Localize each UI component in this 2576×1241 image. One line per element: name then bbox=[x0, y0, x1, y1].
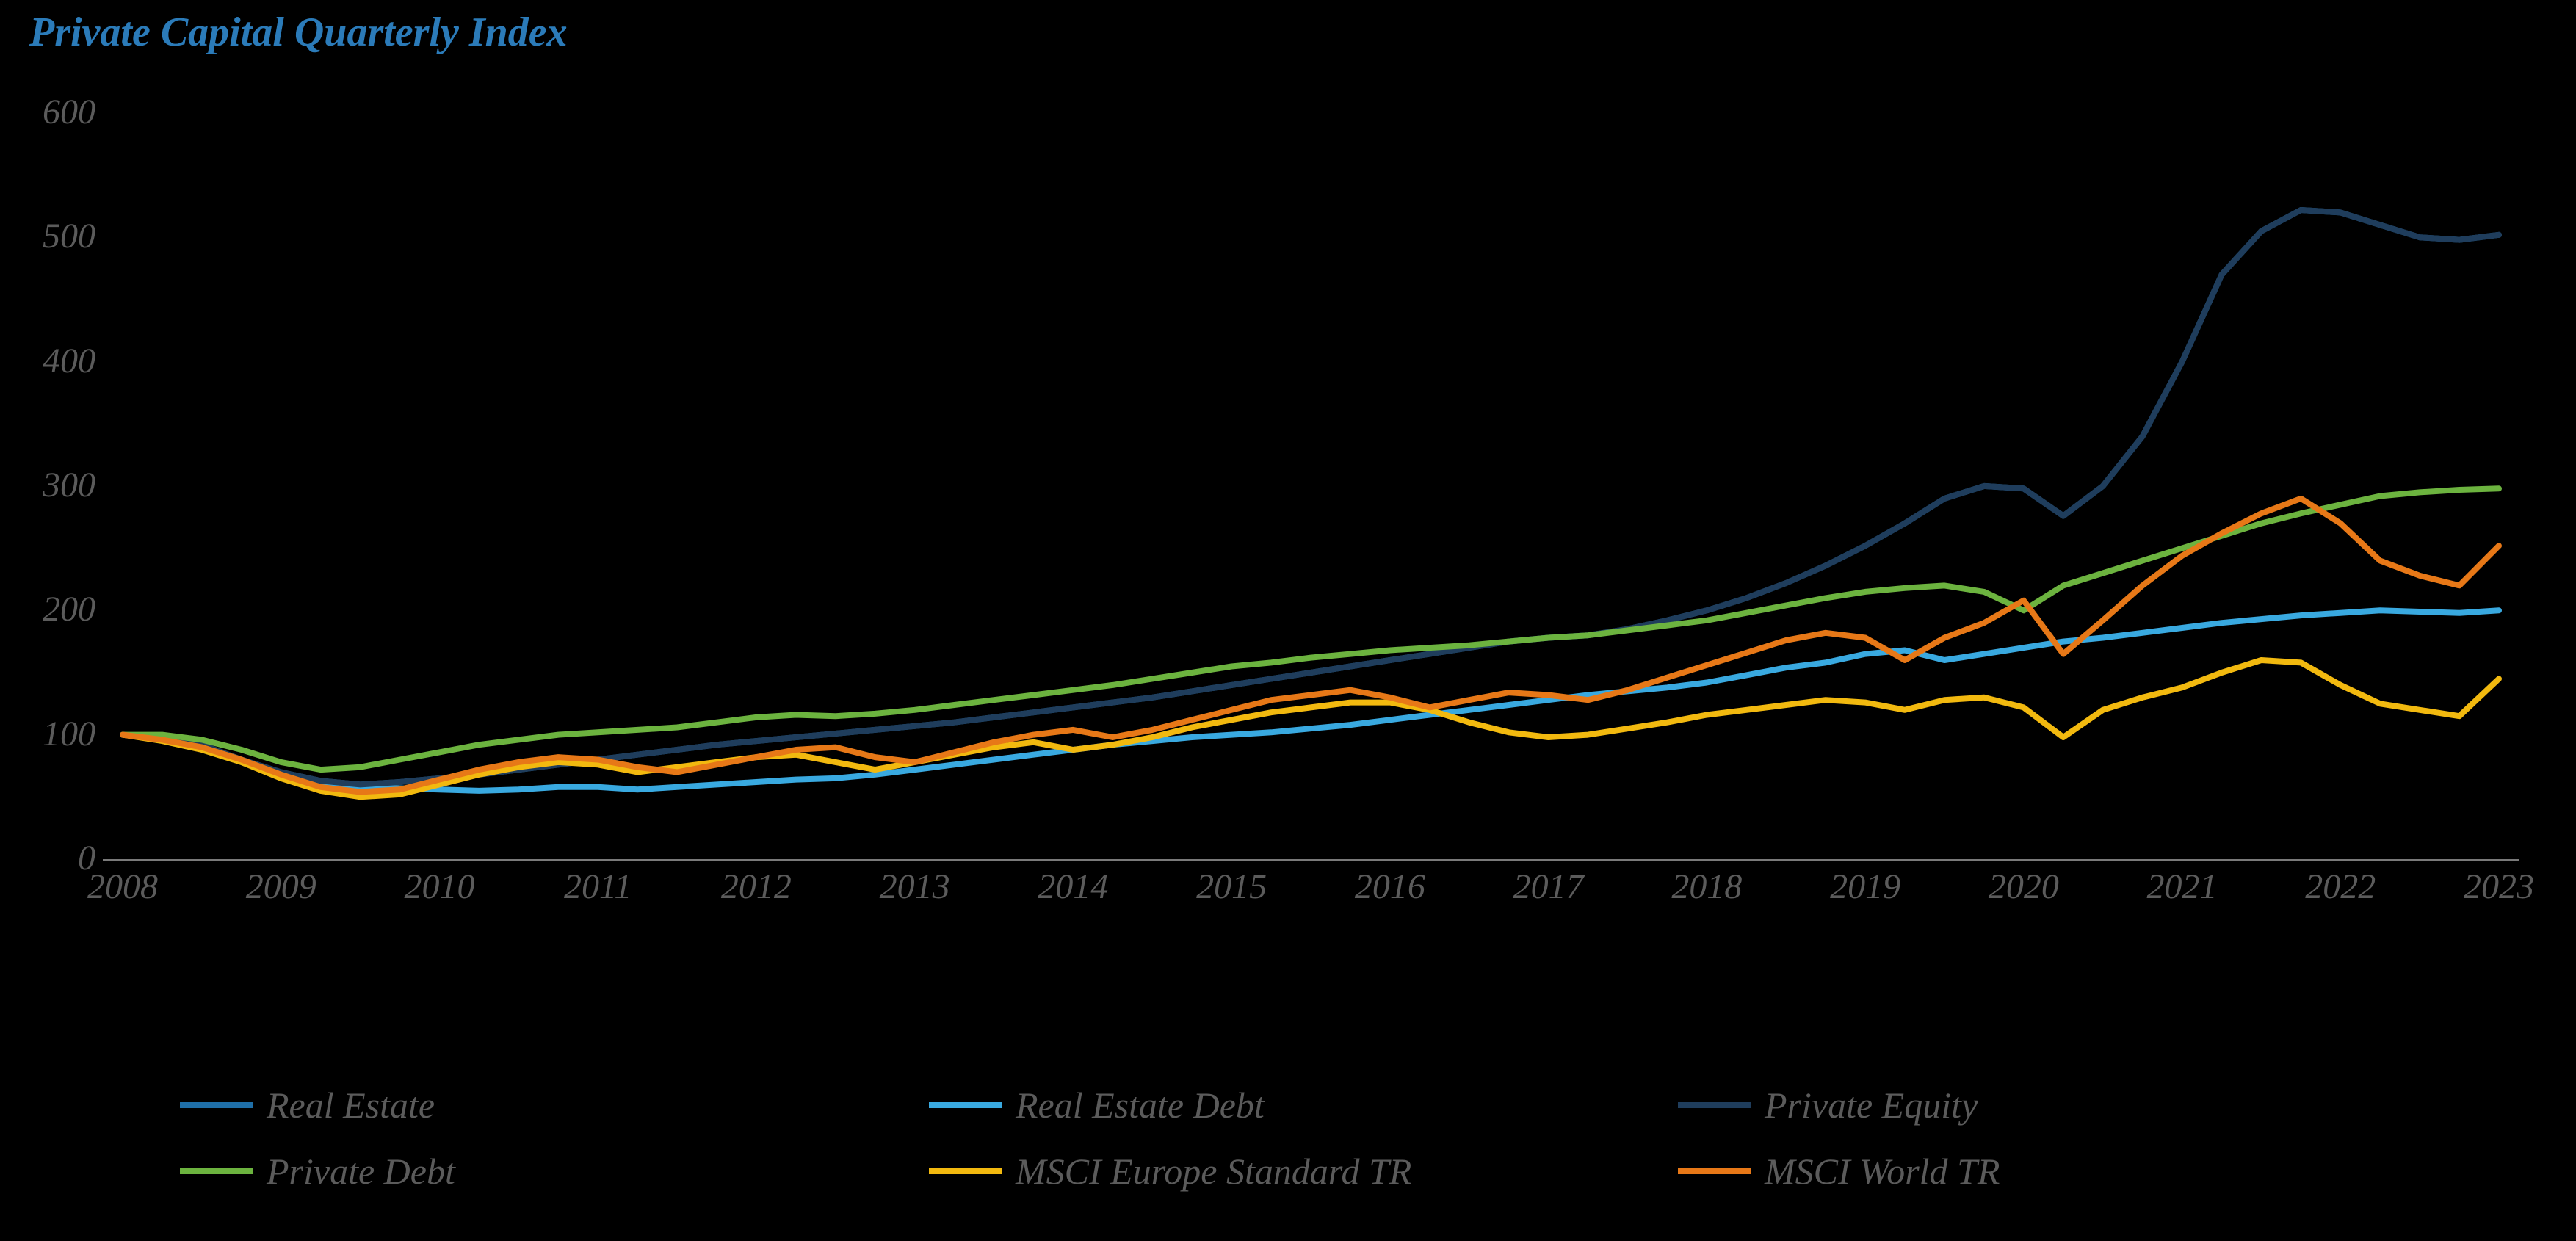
x-tick-label: 2016 bbox=[1339, 866, 1441, 907]
chart-title: Private Capital Quarterly Index bbox=[29, 9, 568, 56]
legend-item: Real Estate Debt bbox=[929, 1072, 1678, 1138]
legend-swatch bbox=[1678, 1168, 1751, 1174]
legend-label: Real Estate Debt bbox=[1016, 1084, 1265, 1126]
legend-swatch bbox=[180, 1168, 253, 1174]
y-tick-label: 300 bbox=[15, 465, 95, 505]
x-tick-label: 2014 bbox=[1021, 866, 1124, 907]
legend-swatch bbox=[929, 1168, 1002, 1174]
legend-item: Private Debt bbox=[180, 1138, 929, 1204]
plot-area bbox=[103, 88, 2519, 859]
x-tick-label: 2012 bbox=[705, 866, 808, 907]
legend-item: Real Estate bbox=[180, 1072, 929, 1138]
x-tick-label: 2010 bbox=[388, 866, 491, 907]
x-tick-label: 2009 bbox=[230, 866, 333, 907]
x-tick-label: 2018 bbox=[1655, 866, 1758, 907]
legend-item: MSCI Europe Standard TR bbox=[929, 1138, 1678, 1204]
x-tick-label: 2019 bbox=[1814, 866, 1917, 907]
y-tick-label: 600 bbox=[15, 92, 95, 132]
legend-label: MSCI Europe Standard TR bbox=[1016, 1150, 1411, 1193]
legend-label: Real Estate bbox=[267, 1084, 435, 1126]
x-tick-label: 2015 bbox=[1180, 866, 1283, 907]
legend-item: MSCI World TR bbox=[1678, 1138, 2427, 1204]
x-tick-label: 2023 bbox=[2447, 866, 2550, 907]
legend-label: Private Equity bbox=[1765, 1084, 1978, 1126]
x-tick-label: 2011 bbox=[546, 866, 649, 907]
x-tick-label: 2020 bbox=[1972, 866, 2075, 907]
x-tick-label: 2008 bbox=[71, 866, 174, 907]
y-tick-label: 400 bbox=[15, 341, 95, 381]
line-chart-svg bbox=[103, 88, 2519, 859]
legend-label: MSCI World TR bbox=[1765, 1150, 2000, 1193]
legend-swatch bbox=[1678, 1102, 1751, 1108]
x-tick-label: 2022 bbox=[2289, 866, 2392, 907]
y-tick-label: 100 bbox=[15, 714, 95, 754]
y-tick-label: 200 bbox=[15, 589, 95, 629]
legend-swatch bbox=[929, 1102, 1002, 1108]
series-line bbox=[123, 499, 2499, 792]
y-tick-label: 500 bbox=[15, 216, 95, 256]
chart-legend: Real Estate Real Estate Debt Private Equit… bbox=[180, 1072, 2530, 1204]
series-line bbox=[123, 610, 2499, 791]
x-tick-label: 2021 bbox=[2131, 866, 2234, 907]
legend-label: Private Debt bbox=[267, 1150, 455, 1193]
chart-container: Private Capital Quarterly Index 01002003… bbox=[0, 0, 2576, 1241]
x-tick-label: 2013 bbox=[864, 866, 966, 907]
legend-swatch bbox=[180, 1102, 253, 1108]
legend-item: Private Equity bbox=[1678, 1072, 2427, 1138]
x-axis-line bbox=[103, 859, 2519, 861]
x-tick-label: 2017 bbox=[1497, 866, 1600, 907]
